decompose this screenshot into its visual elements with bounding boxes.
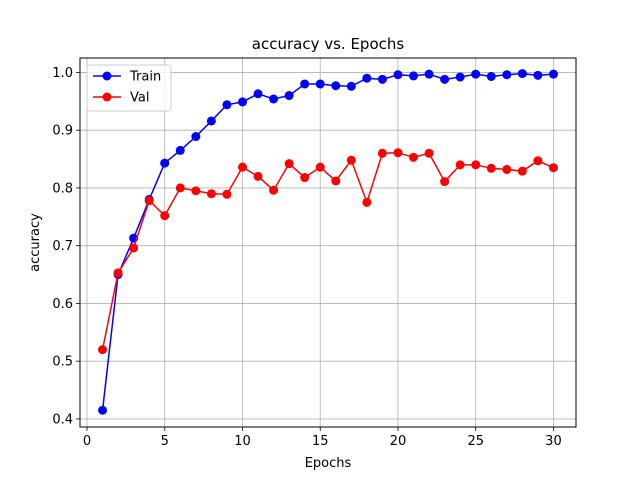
series-layer [98,69,558,415]
y-tick-label: 0.6 [52,297,73,312]
data-point-train [502,70,512,80]
data-point-train [175,145,185,155]
data-point-val [362,197,372,207]
data-point-val [409,152,419,162]
data-point-val [346,155,356,165]
data-point-val [424,148,434,158]
y-axis-label: accuracy [28,213,43,272]
data-point-train [486,71,496,81]
data-point-val [269,185,279,195]
data-point-val [113,268,123,278]
data-point-train [160,158,170,168]
data-point-train [222,100,232,110]
data-point-train [300,79,310,89]
data-point-val [300,173,310,183]
legend-marker-train [102,71,112,81]
legend-marker-val [102,92,112,102]
data-point-val [548,163,558,173]
data-point-train [362,73,372,83]
data-point-val [502,164,512,174]
data-point-train [98,405,108,415]
data-point-val [533,156,543,166]
x-axis-label: Epochs [305,456,352,471]
x-tick-label: 15 [312,434,329,449]
data-point-val [393,148,403,158]
data-point-val [517,166,527,176]
data-point-val [377,148,387,158]
data-point-train [548,69,558,79]
data-point-val [284,159,294,169]
data-point-train [237,97,247,107]
x-tick-label: 10 [234,434,251,449]
legend-label-train: Train [129,70,161,85]
y-tick-label: 1.0 [52,66,73,81]
data-point-train [455,72,465,82]
data-point-val [455,160,465,170]
data-point-val [222,189,232,199]
data-point-val [206,189,216,199]
data-point-train [471,69,481,79]
data-point-val [471,160,481,170]
data-point-val [486,163,496,173]
y-tick-label: 0.5 [52,355,73,370]
chart-title: accuracy vs. Epochs [252,35,405,53]
y-tick-label: 0.7 [52,239,73,254]
data-point-train [284,91,294,101]
data-point-train [253,89,263,99]
data-point-train [517,69,527,79]
data-point-train [315,79,325,89]
data-point-val [160,211,170,221]
data-point-train [331,81,341,91]
x-tick-label: 0 [83,434,91,449]
data-point-train [393,70,403,80]
data-point-val [98,345,108,355]
legend-label-val: Val [130,91,149,106]
data-point-val [440,177,450,187]
data-point-val [315,162,325,172]
legend: Train Val [86,64,172,112]
data-point-val [191,186,201,196]
plot-area-frame [79,57,577,428]
data-point-train [377,74,387,84]
grid [80,58,576,427]
data-point-train [191,132,201,142]
x-tick-label: 5 [161,434,169,449]
data-point-train [533,70,543,80]
data-point-train [269,94,279,104]
data-point-train [409,71,419,81]
y-tick-label: 0.4 [52,412,73,427]
data-point-train [206,116,216,126]
x-tick-label: 30 [545,434,562,449]
y-tick-label: 0.8 [52,181,73,196]
data-point-val [331,176,341,186]
data-point-train [440,74,450,84]
data-point-train [346,81,356,91]
data-point-val [175,183,185,193]
data-point-train [424,69,434,79]
y-tick-label: 0.9 [52,124,73,139]
data-point-val [253,171,263,181]
data-point-val [237,162,247,172]
data-point-val [144,196,154,206]
x-tick-label: 20 [390,434,407,449]
x-tick-label: 25 [467,434,484,449]
ticks-layer: 0 5 10 15 20 25 30 0.4 0.5 0.6 0.7 0.8 0.9 1.0 [52,66,561,449]
data-point-val [129,243,139,253]
